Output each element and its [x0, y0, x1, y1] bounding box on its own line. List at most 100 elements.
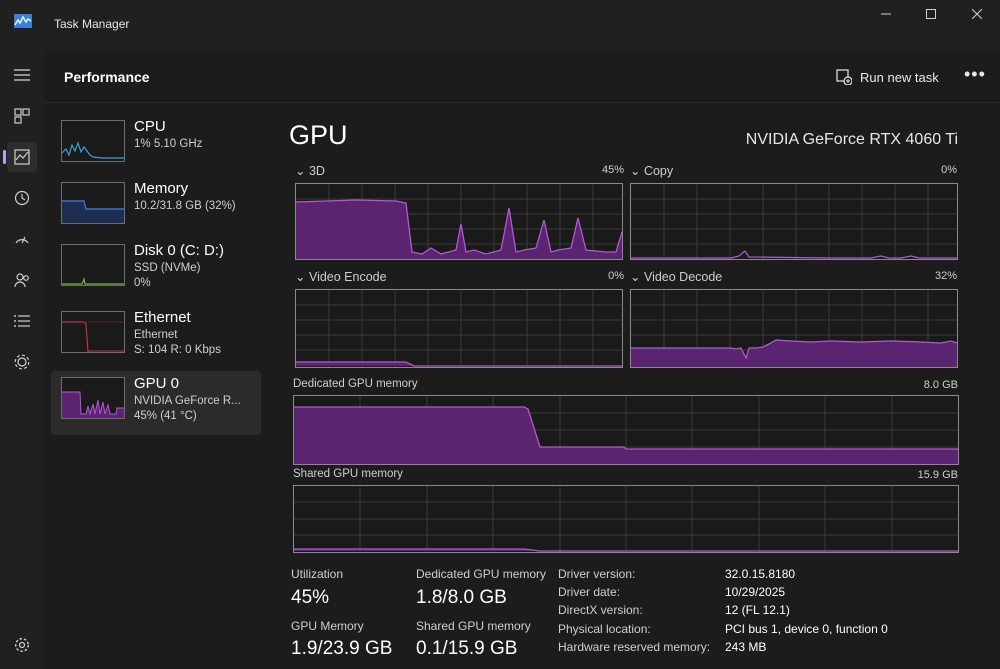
title-bar: Task Manager: [0, 0, 1000, 50]
detail-value: 243 MB: [725, 640, 767, 654]
navigation-rail: [0, 50, 44, 669]
graph-shared-memory: [293, 485, 959, 553]
device-detail: Ethernet: [134, 329, 178, 341]
nav-startup-apps[interactable]: [7, 224, 37, 254]
task-manager-app-icon: [14, 14, 32, 28]
graph-video-encode-plot: [296, 290, 622, 367]
engine-label: Video Encode: [308, 270, 387, 284]
disk-thumbnail-graph: [61, 244, 125, 286]
device-detail: NVIDIA GeForce R...: [134, 395, 241, 407]
detail-key: Driver date:: [558, 585, 621, 599]
nav-details[interactable]: [7, 306, 37, 336]
device-name: Memory: [134, 180, 189, 197]
run-new-task-icon: [836, 69, 852, 85]
dedicated-gpu-memory-value: 1.8/8.0 GB: [416, 587, 507, 608]
shared-gpu-memory-label: Shared GPU memory: [416, 619, 531, 633]
engine-value: 45%: [601, 164, 624, 176]
device-item-ethernet[interactable]: Ethernet Ethernet S: 104 R: 0 Kbps: [51, 305, 261, 369]
device-name: Disk 0 (C: D:): [134, 242, 224, 259]
device-detail: 0%: [134, 277, 151, 289]
shared-memory-max: 15.9 GB: [917, 469, 958, 481]
hamburger-icon: [14, 69, 30, 81]
engine-label: Copy: [643, 164, 674, 178]
engine-selector-video-decode[interactable]: ⌄ Video Decode: [630, 270, 723, 284]
engine-selector-3d[interactable]: ⌄ 3D: [295, 164, 325, 178]
detail-key: DirectX version:: [558, 603, 643, 617]
dedicated-gpu-memory-label: Dedicated GPU memory: [416, 567, 547, 581]
detail-value: 10/29/2025: [725, 585, 786, 599]
gpu-model: NVIDIA GeForce RTX 4060 Ti: [745, 131, 958, 148]
device-item-disk[interactable]: Disk 0 (C: D:) SSD (NVMe) 0%: [51, 238, 261, 302]
gpu-thumbnail-graph: [61, 377, 125, 419]
device-item-cpu[interactable]: CPU 1% 5.10 GHz: [51, 114, 261, 178]
device-name: GPU 0: [134, 375, 180, 392]
device-detail: 45% (41 °C): [134, 410, 197, 422]
detail-value: 32.0.15.8180: [725, 567, 796, 581]
device-name: CPU: [134, 118, 166, 135]
more-options-button[interactable]: •••: [964, 64, 986, 84]
device-detail: SSD (NVMe): [134, 262, 201, 274]
nav-menu-button[interactable]: [7, 60, 37, 90]
device-item-gpu[interactable]: GPU 0 NVIDIA GeForce R... 45% (41 °C): [51, 371, 261, 435]
engine-value: 0%: [608, 270, 624, 282]
nav-services[interactable]: [7, 347, 37, 377]
close-icon: [972, 9, 982, 19]
nav-processes[interactable]: [7, 101, 37, 131]
engine-label: Video Decode: [643, 270, 723, 284]
device-detail: 10.2/31.8 GB (32%): [134, 200, 236, 212]
details-icon: [14, 315, 30, 327]
page-header: Performance Run new task •••: [44, 50, 1000, 103]
engine-selector-video-encode[interactable]: ⌄ Video Encode: [295, 270, 387, 284]
nav-app-history[interactable]: [7, 183, 37, 213]
close-button[interactable]: [955, 4, 999, 24]
window-title: Task Manager: [54, 17, 130, 31]
graph-3d: [295, 183, 623, 260]
graph-video-encode: [295, 289, 623, 368]
utilization-label: Utilization: [291, 567, 344, 581]
performance-icon: [14, 149, 30, 165]
engine-value: 0%: [941, 164, 957, 176]
graph-3d-plot: [296, 184, 622, 259]
startup-apps-icon: [15, 236, 29, 244]
device-item-memory[interactable]: Memory 10.2/31.8 GB (32%): [51, 176, 261, 240]
nav-users[interactable]: [7, 265, 37, 295]
graph-video-decode-plot: [631, 290, 957, 367]
graph-copy: [630, 183, 958, 260]
services-icon: [14, 354, 30, 370]
dedicated-memory-max: 8.0 GB: [923, 379, 958, 391]
minimize-icon: [881, 13, 891, 15]
engine-value: 32%: [934, 270, 957, 282]
memory-thumbnail-graph: [61, 182, 125, 224]
device-name: Ethernet: [134, 309, 191, 326]
users-icon: [14, 273, 29, 288]
utilization-value: 45%: [291, 587, 330, 608]
run-new-task-button[interactable]: Run new task: [836, 66, 939, 88]
detail-key: Physical location:: [558, 622, 651, 636]
nav-performance[interactable]: [3, 142, 37, 172]
engine-selector-copy[interactable]: ⌄ Copy: [630, 164, 674, 178]
device-detail: 1% 5.10 GHz: [134, 138, 203, 150]
detail-value: 12 (FL 12.1): [725, 603, 790, 617]
graph-dedicated-memory: [293, 395, 959, 465]
maximize-icon: [926, 9, 936, 19]
processes-icon: [14, 108, 30, 124]
dedicated-memory-label: Dedicated GPU memory: [293, 378, 418, 390]
gpu-title: GPU: [289, 120, 348, 150]
gpu-memory-value: 1.9/23.9 GB: [291, 638, 393, 659]
detail-value: PCI bus 1, device 0, function 0: [725, 622, 888, 636]
run-new-task-label: Run new task: [860, 69, 939, 85]
graph-shared-memory-plot: [294, 486, 958, 552]
detail-key: Driver version:: [558, 567, 636, 581]
detail-key: Hardware reserved memory:: [558, 640, 711, 654]
gpu-memory-label: GPU Memory: [291, 619, 364, 633]
shared-gpu-memory-value: 0.1/15.9 GB: [416, 638, 518, 659]
graph-copy-plot: [631, 184, 957, 259]
app-history-icon: [14, 190, 30, 206]
cpu-thumbnail-graph: [61, 120, 125, 162]
graph-dedicated-memory-plot: [294, 396, 958, 464]
shared-memory-label: Shared GPU memory: [293, 468, 403, 480]
minimize-button[interactable]: [864, 4, 908, 24]
nav-settings[interactable]: [7, 630, 37, 660]
graph-video-decode: [630, 289, 958, 368]
maximize-button[interactable]: [909, 4, 953, 24]
